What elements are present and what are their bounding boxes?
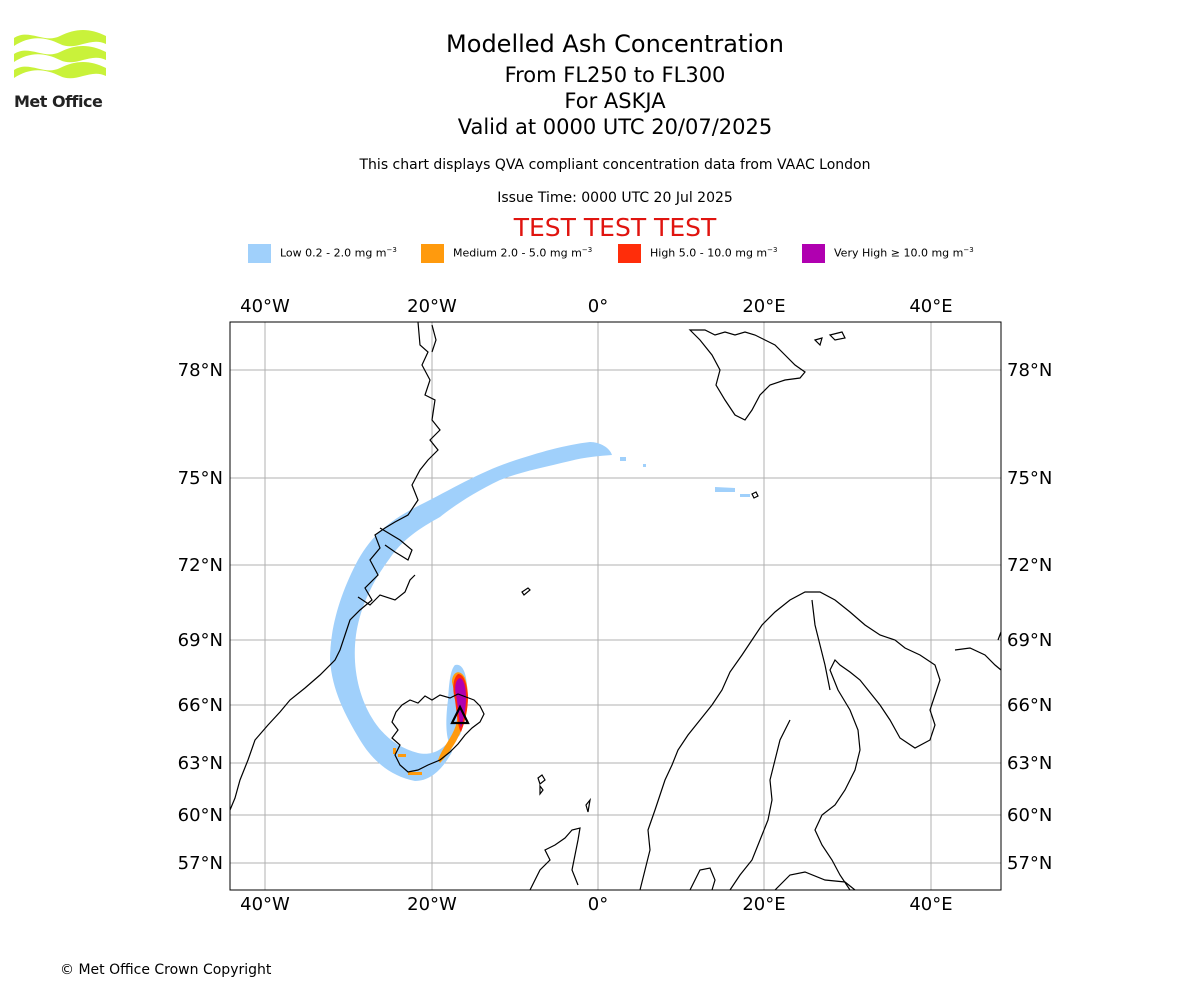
lat-labels-right: 78°N 75°N 72°N 69°N 66°N 63°N 60°N 57°N — [1007, 360, 1052, 874]
lat-label: 60°N — [178, 805, 223, 826]
valid-time: Valid at 0000 UTC 20/07/2025 — [457, 115, 773, 139]
volcano-name: For ASKJA — [564, 89, 666, 113]
ash-map: 40°W 20°W 0° 20°E 40°E 40°W 20°W 0° 20°E… — [178, 296, 1053, 915]
lon-label: 40°E — [909, 894, 952, 915]
scandinavia-outline — [639, 591, 941, 891]
lat-label: 63°N — [1007, 753, 1052, 774]
lon-label: 40°W — [240, 894, 290, 915]
lat-label: 75°N — [1007, 468, 1052, 489]
legend-label-low: Low 0.2 - 2.0 mg m−3 — [280, 246, 397, 260]
lat-label: 66°N — [1007, 695, 1052, 716]
lon-label: 20°E — [742, 894, 785, 915]
legend: Low 0.2 - 2.0 mg m−3 Medium 2.0 - 5.0 mg… — [0, 244, 1200, 264]
test-banner: TEST TEST TEST — [513, 213, 717, 242]
legend-swatch-low — [248, 244, 271, 263]
lat-label: 69°N — [1007, 630, 1052, 651]
legend-label-high: High 5.0 - 10.0 mg m−3 — [650, 246, 778, 260]
lat-label: 60°N — [1007, 805, 1052, 826]
volcano-marker-icon — [450, 704, 470, 725]
ash-low — [330, 442, 750, 781]
svalbard-outline — [688, 329, 806, 421]
iceland-outline — [391, 693, 485, 773]
met-office-logo: Met Office — [14, 30, 106, 112]
issue-time: Issue Time: 0000 UTC 20 Jul 2025 — [497, 190, 733, 206]
lon-label: 20°W — [407, 296, 457, 317]
lat-labels-left: 78°N 75°N 72°N 69°N 66°N 63°N 60°N 57°N — [178, 360, 223, 874]
lat-label: 75°N — [178, 468, 223, 489]
legend-swatch-high — [618, 244, 641, 263]
lon-label: 40°E — [909, 296, 952, 317]
map-frame — [229, 321, 1002, 891]
lat-label: 78°N — [178, 360, 223, 381]
lat-label: 57°N — [178, 853, 223, 874]
lon-label: 0° — [588, 894, 608, 915]
lat-label: 63°N — [178, 753, 223, 774]
legend-swatch-medium — [421, 244, 444, 263]
lon-label: 40°W — [240, 296, 290, 317]
lat-label: 78°N — [1007, 360, 1052, 381]
legend-swatch-very-high — [802, 244, 825, 263]
lon-labels-bottom: 40°W 20°W 0° 20°E 40°E — [240, 894, 952, 915]
legend-label-very-high: Very High ≥ 10.0 mg m−3 — [834, 246, 974, 260]
lat-label: 72°N — [178, 555, 223, 576]
lon-label: 0° — [588, 296, 608, 317]
lon-label: 20°W — [407, 894, 457, 915]
copyright-notice: © Met Office Crown Copyright — [60, 962, 272, 978]
lat-label: 72°N — [1007, 555, 1052, 576]
met-office-waves-icon — [14, 30, 106, 79]
lon-labels-top: 40°W 20°W 0° 20°E 40°E — [240, 296, 952, 317]
logo-text: Met Office — [14, 92, 103, 111]
lat-label: 66°N — [178, 695, 223, 716]
flight-level-range: From FL250 to FL300 — [504, 63, 726, 87]
source-note: This chart displays QVA compliant concen… — [359, 157, 871, 173]
lon-label: 20°E — [742, 296, 785, 317]
legend-label-medium: Medium 2.0 - 5.0 mg m−3 — [453, 246, 593, 260]
lat-label: 69°N — [178, 630, 223, 651]
lat-label: 57°N — [1007, 853, 1052, 874]
chart-title: Modelled Ash Concentration — [446, 30, 784, 58]
coastlines — [229, 321, 1002, 891]
